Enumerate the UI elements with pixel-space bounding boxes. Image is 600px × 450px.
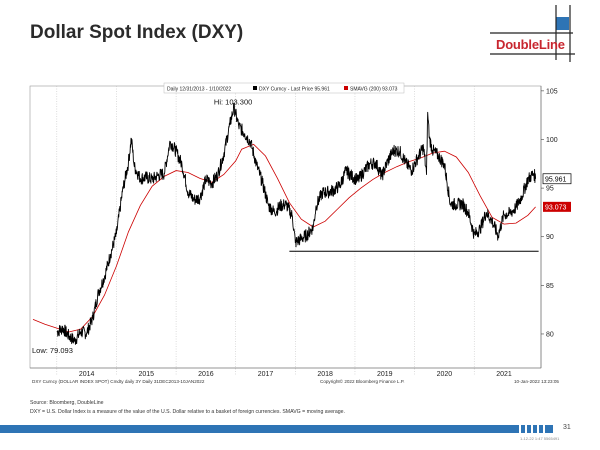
hi-annotation: Hi: 103.300 (214, 97, 252, 106)
last-price-tag: 95.961 (542, 173, 572, 185)
chart-footer-center: Copyright© 2022 Bloomberg Finance L.P. (320, 378, 405, 384)
footer-bar-stripes (515, 425, 545, 433)
print-stamp: 1-12-22 1:47 5565491 (520, 436, 560, 441)
y-tick-label: 100 (546, 137, 558, 144)
sma-value-tag: 93.073 (543, 201, 571, 212)
chart-footer-left: DXY Curncy (DOLLAR INDEX SPOT) Cmdty dai… (32, 379, 205, 384)
sma-value-tag-bg (543, 201, 571, 212)
y-tick-label: 90 (546, 234, 554, 241)
y-tick-label: 85 (546, 283, 554, 290)
x-tick-label: 2018 (317, 371, 333, 378)
x-tick-label: 2014 (79, 371, 95, 378)
page-title: Dollar Spot Index (DXY) (30, 22, 244, 43)
x-grid (56, 86, 475, 376)
logo-blue-square (556, 17, 569, 30)
x-tick-label: 2019 (377, 371, 393, 378)
y-tick-label: 95 (546, 186, 554, 193)
x-tick-label: 2020 (437, 371, 453, 378)
source-note: Source: Bloomberg, DoubleLine (30, 400, 104, 406)
legend-swatch-price (253, 86, 257, 90)
legend-header: Daily 12/31/2013 - 1/10/2022 (167, 87, 231, 93)
legend-label-price: DXY Curncy - Last Price 95.961 (259, 87, 330, 93)
page-number: 31 (563, 424, 571, 431)
last-price-value: 95.961 (545, 176, 567, 183)
definition-note: DXY = U.S. Dollar Index is a measure of … (30, 409, 345, 415)
x-tick-label: 2017 (258, 371, 274, 378)
doubleline-logo: DoubleLine (496, 37, 565, 52)
x-tick-label: 2021 (496, 371, 512, 378)
plot-area-frame (29, 85, 542, 369)
chart-footer-right: 10-Jan-2022 13:23:05 (514, 379, 559, 384)
legend-swatch-sma (344, 86, 348, 90)
sma-value: 93.073 (545, 204, 567, 211)
legend: Daily 12/31/2013 - 1/10/2022 DXY Curncy … (163, 82, 405, 94)
low-annotation: Low: 79.093 (32, 346, 73, 355)
x-tick-label: 2015 (138, 371, 154, 378)
y-axis: 80 85 90 95 100 105 (540, 86, 558, 368)
sma-200-line (32, 143, 536, 333)
y-tick-label: 105 (546, 88, 558, 95)
doubleline-logo-mark (490, 5, 575, 62)
legend-box (163, 82, 405, 94)
last-price-tag-bg (542, 173, 572, 185)
x-axis: 2014 2015 2016 2017 2018 2019 2020 2021 (30, 367, 541, 378)
y-tick-label: 80 (546, 331, 554, 338)
x-tick-label: 2016 (198, 371, 214, 378)
legend-label-sma: SMAVG (200) 93.073 (350, 87, 398, 93)
footer-bar (0, 425, 553, 433)
dxy-price-line (56, 102, 537, 345)
